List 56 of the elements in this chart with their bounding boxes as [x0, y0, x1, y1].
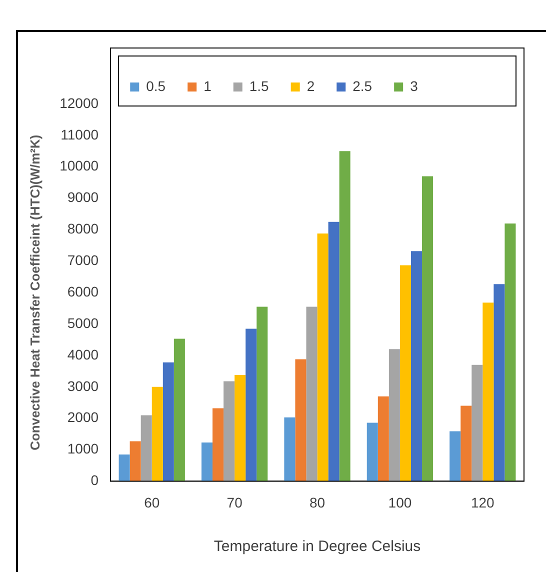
- x-tick-label: 100: [388, 494, 412, 510]
- y-tick-label: 8000: [67, 220, 99, 237]
- legend-label: 1.5: [249, 78, 270, 94]
- y-tick-label: 9000: [67, 189, 99, 206]
- bar: [472, 364, 483, 482]
- bar: [504, 223, 516, 482]
- bar: [246, 328, 257, 482]
- bar: [130, 441, 141, 482]
- bar: [224, 381, 235, 482]
- bar: [482, 302, 494, 482]
- bar: [256, 306, 268, 482]
- y-tick-label: 1000: [67, 440, 99, 457]
- bar: [494, 284, 505, 482]
- y-tick-label: 6000: [67, 283, 99, 300]
- bar: [140, 415, 152, 482]
- bar: [284, 417, 296, 482]
- bar: [378, 396, 389, 482]
- legend-label: 2: [306, 78, 315, 94]
- y-tick-label: 3000: [67, 378, 99, 394]
- bar: [317, 234, 328, 482]
- y-tick-label: 0: [90, 472, 99, 488]
- y-tick-label: 4000: [67, 346, 99, 362]
- bar: [400, 265, 411, 482]
- x-tick-label: 80: [309, 494, 326, 510]
- y-tick-label: 2000: [67, 409, 99, 426]
- y-tick-label: 10000: [60, 158, 99, 174]
- bar: [295, 359, 306, 482]
- bar: [450, 431, 461, 482]
- bar: [328, 222, 340, 482]
- legend-label: 2.5: [352, 78, 372, 94]
- bar: [306, 306, 318, 482]
- bar: [162, 362, 174, 482]
- bar: [460, 406, 472, 482]
- y-tick-label: 12000: [60, 94, 99, 111]
- x-axis-title: Temperature in Degree Celsius: [214, 538, 421, 556]
- x-tick-label: 70: [226, 494, 243, 510]
- bar: [174, 338, 185, 482]
- bar: [339, 151, 350, 482]
- bar: [366, 422, 378, 482]
- bar: [152, 386, 163, 482]
- y-axis-title: Convective Heat Transfer Coefficeint (HTC)(W/m²K): [27, 134, 42, 450]
- bar: [422, 176, 434, 482]
- y-tick-label: 5000: [67, 314, 99, 331]
- bar: [388, 349, 400, 482]
- bar: [201, 442, 213, 482]
- bar: [212, 408, 224, 482]
- y-tick-label: 11000: [60, 126, 99, 142]
- bar: [234, 374, 246, 482]
- bar: [118, 454, 130, 482]
- x-tick-label: 120: [470, 494, 495, 510]
- bar: [410, 251, 422, 482]
- x-tick-label: 60: [144, 494, 160, 510]
- legend-label: 3: [410, 78, 418, 94]
- legend-label: 0.5: [146, 78, 166, 94]
- legend-label: 1: [204, 78, 212, 94]
- y-tick-label: 7000: [67, 252, 99, 268]
